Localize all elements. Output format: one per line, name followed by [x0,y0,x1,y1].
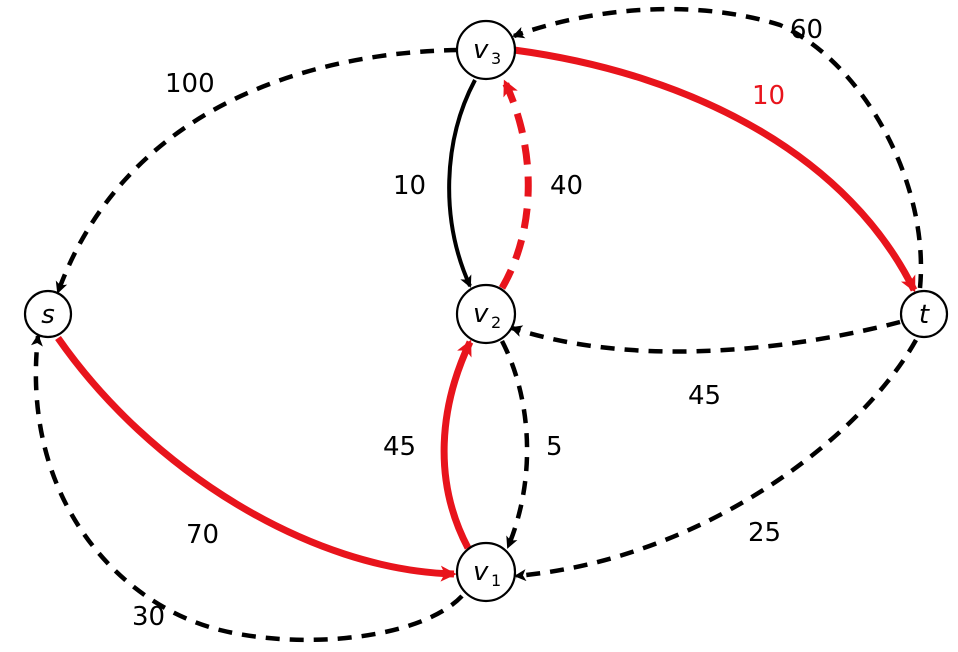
node-v2-subscript: 2 [491,313,501,332]
weight-v3-t: 10 [752,81,785,111]
node-v1: v 1 [457,543,515,601]
edge-t-v3 [514,9,921,288]
node-v2-label: v [473,299,489,329]
node-v3-subscript: 3 [491,49,501,68]
weight-t-v3: 60 [790,15,823,45]
edge-t-v2 [512,322,900,352]
weight-v2-v1: 5 [546,432,563,462]
weight-t-v2: 45 [688,381,721,411]
edge-v1-s [36,336,462,640]
node-s: s [25,291,71,337]
edge-v2-v3 [502,82,528,288]
node-t: t [901,291,947,337]
weight-t-v1: 25 [748,518,781,548]
node-s-label: s [41,300,55,330]
weight-v2-v3: 40 [550,171,583,201]
weight-v1-s: 30 [132,602,165,632]
node-v1-subscript: 1 [491,571,501,590]
node-v3: v 3 [457,21,515,79]
edge-v3-v2 [449,80,475,286]
edge-v2-v1 [502,341,527,547]
node-t-label: t [919,300,930,330]
node-v1-label: v [473,557,489,587]
weight-s-v1: 70 [186,520,219,550]
weight-v3-s: 100 [165,69,215,99]
weight-v1-v2: 45 [383,432,416,462]
node-v2: v 2 [457,285,515,343]
weight-v3-v2: 10 [393,171,426,201]
edge-v1-v2 [444,342,470,548]
edge-t-v1 [516,340,916,576]
node-v3-label: v [473,35,489,65]
